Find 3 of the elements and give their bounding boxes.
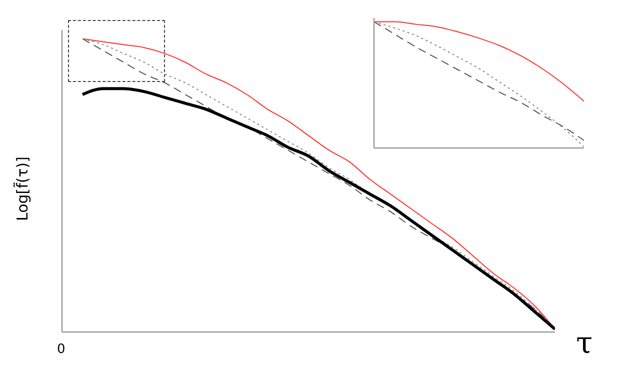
y-axis-title: Log[f̃(τ)] [12, 156, 32, 221]
x-axis-title: τ [576, 326, 593, 361]
text: 0 [57, 342, 66, 357]
